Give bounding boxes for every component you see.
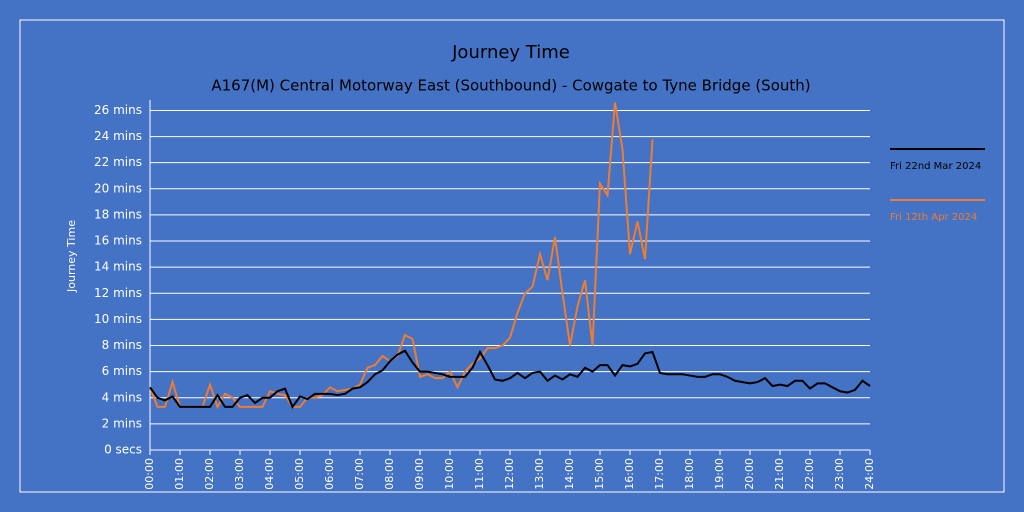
x-tick-label: 11:00 [473, 458, 486, 490]
y-tick-label: 26 mins [94, 103, 142, 117]
y-tick-label: 22 mins [94, 155, 142, 169]
y-tick-label: 4 mins [102, 390, 142, 404]
x-tick-label: 07:00 [353, 458, 366, 490]
x-tick-label: 19:00 [713, 458, 726, 490]
x-tick-label: 10:00 [443, 458, 456, 490]
x-tick-label: 05:00 [293, 458, 306, 490]
y-tick-label: 16 mins [94, 234, 142, 248]
x-tick-label: 12:00 [503, 458, 516, 490]
x-tick-label: 01:00 [173, 458, 186, 490]
x-tick-label: 14:00 [563, 458, 576, 490]
x-tick-label: 06:00 [323, 458, 336, 490]
x-tick-label: 02:00 [203, 458, 216, 490]
series-line [149, 102, 654, 410]
y-tick-label: 12 mins [94, 286, 142, 300]
x-tick-label: 20:00 [743, 458, 756, 490]
legend-label: Fri 22nd Mar 2024 [890, 161, 981, 172]
frame [19, 19, 1005, 493]
x-tick-label: 08:00 [383, 458, 396, 490]
x-tick-label: 15:00 [593, 458, 606, 490]
x-tick-label: 18:00 [683, 458, 696, 490]
x-tick-label: 23:00 [833, 458, 846, 490]
y-tick-label: 20 mins [94, 181, 142, 195]
y-axis-label: Journey Time [65, 220, 78, 293]
series-line [149, 349, 871, 409]
x-tick-label: 09:00 [413, 458, 426, 490]
chart-subtitle: A167(M) Central Motorway East (Southboun… [211, 77, 810, 95]
y-tick-label: 18 mins [94, 207, 142, 221]
y-tick-label: 24 mins [94, 129, 142, 143]
x-tick-label: 00:00 [143, 458, 156, 490]
x-tick-label: 22:00 [803, 458, 816, 490]
y-tick-label: 10 mins [94, 312, 142, 326]
x-tick-label: 04:00 [263, 458, 276, 490]
y-tick-label: 6 mins [102, 364, 142, 378]
x-tick-label: 17:00 [653, 458, 666, 490]
y-tick-label: 14 mins [94, 260, 142, 274]
y-tick-label: 0 secs [104, 443, 142, 457]
y-tick-label: 8 mins [102, 338, 142, 352]
x-tick-label: 03:00 [233, 458, 246, 490]
x-tick-label: 13:00 [533, 458, 546, 490]
chart-title: Journey Time [451, 42, 570, 63]
x-tick-label: 21:00 [773, 458, 786, 490]
x-tick-label: 16:00 [623, 458, 636, 490]
legend-label: Fri 12th Apr 2024 [890, 212, 977, 223]
x-tick-label: 24:00 [863, 458, 876, 490]
y-tick-label: 2 mins [102, 416, 142, 430]
